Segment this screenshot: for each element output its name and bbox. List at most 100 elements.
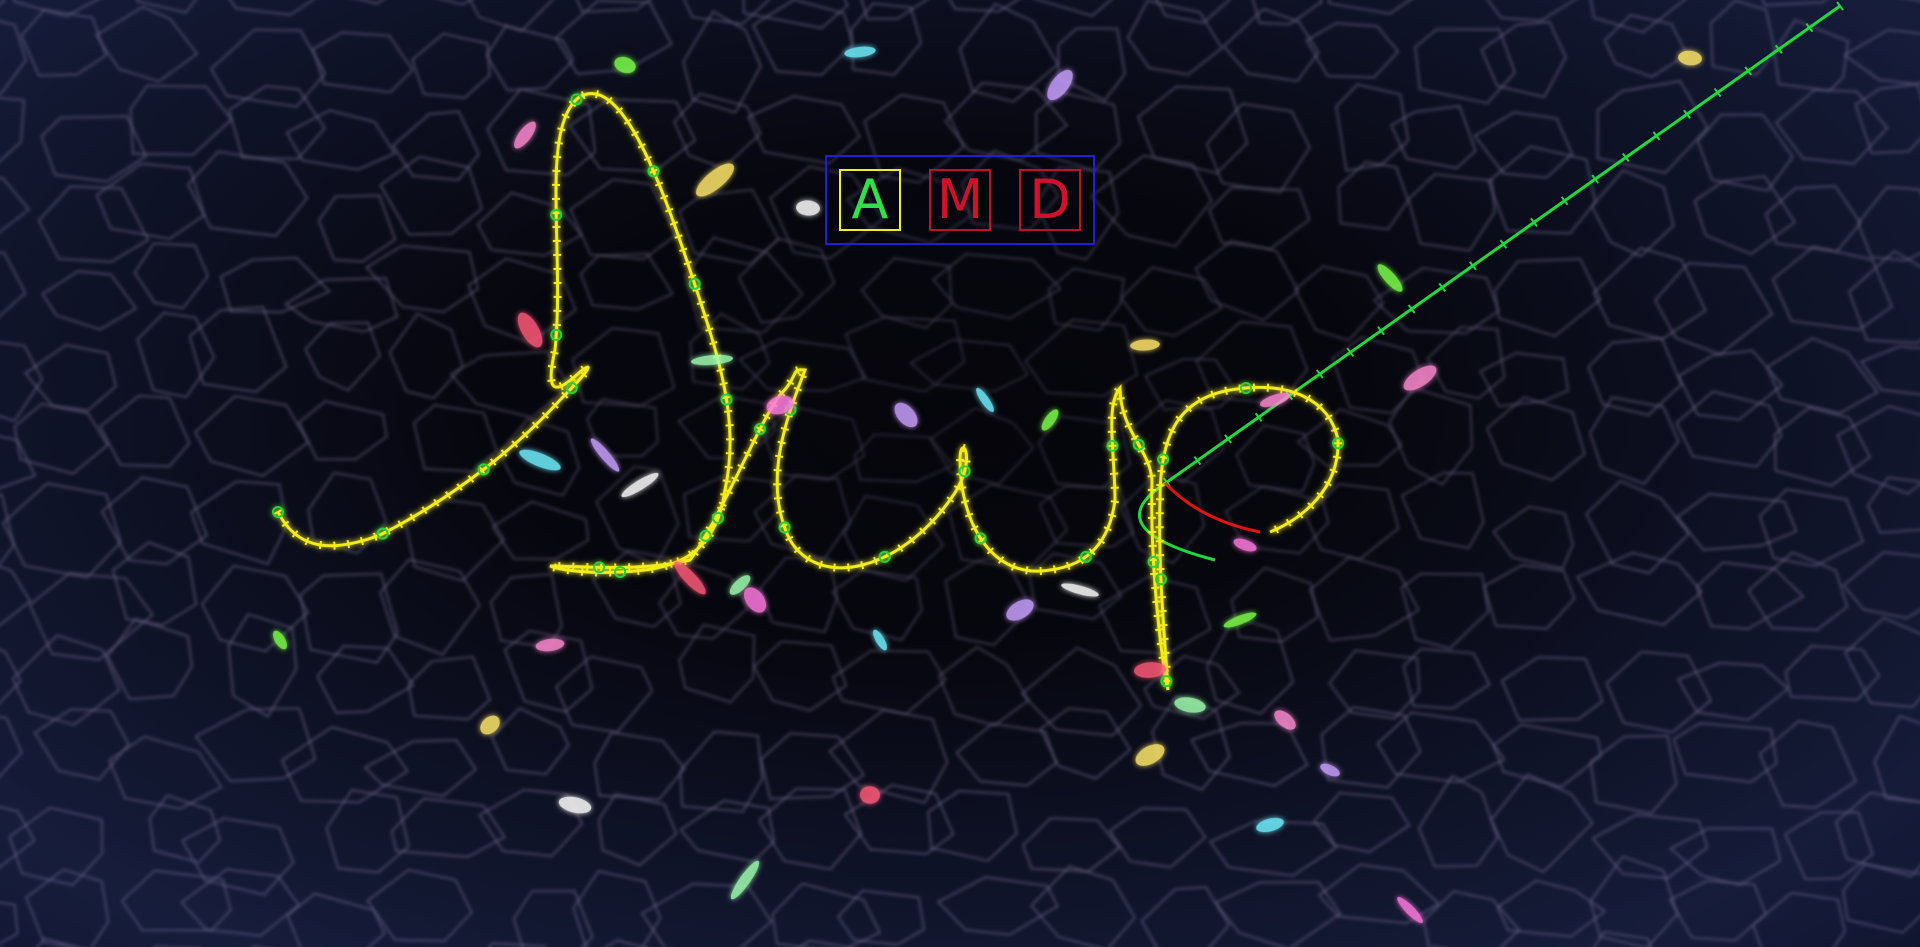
particle	[272, 630, 288, 650]
stroke-tick	[958, 486, 967, 490]
stroke-tick	[566, 566, 570, 575]
stroke-tick	[551, 401, 559, 409]
stroke-node[interactable]	[878, 550, 891, 563]
stroke-node[interactable]	[550, 208, 563, 221]
stroke-node[interactable]	[1332, 437, 1345, 450]
stroke-tick	[521, 431, 529, 439]
stroke-node[interactable]	[974, 532, 987, 545]
stroke-node[interactable]	[614, 565, 627, 578]
stroke-node[interactable]	[550, 328, 563, 341]
gesture-tick	[1591, 174, 1599, 184]
stroke-node[interactable]	[272, 506, 284, 518]
stroke-tick	[756, 426, 765, 432]
stroke-tick	[775, 454, 784, 458]
stroke-tick	[665, 207, 674, 213]
stroke-tick	[696, 300, 706, 306]
stroke-tick	[579, 371, 588, 378]
gesture-tick	[1713, 87, 1722, 98]
particle	[1135, 744, 1165, 766]
stroke-node[interactable]	[1239, 382, 1252, 395]
stroke-tick	[1155, 628, 1164, 632]
stroke-node[interactable]	[1157, 453, 1170, 466]
stroke-node[interactable]	[1147, 555, 1160, 568]
stroke-node[interactable]	[593, 561, 606, 574]
particle	[691, 354, 733, 366]
stroke-tick	[970, 525, 979, 531]
stroke-node[interactable]	[477, 463, 490, 476]
particle	[730, 860, 760, 900]
particle	[976, 387, 994, 413]
stroke-tick	[553, 155, 562, 159]
stroke-tick	[773, 496, 783, 500]
stroke-node[interactable]	[647, 165, 660, 178]
stroke-node[interactable]	[688, 277, 701, 290]
mode-button-a[interactable]: A	[839, 169, 901, 231]
stroke-tick	[731, 476, 740, 482]
gesture-tick	[1622, 152, 1630, 163]
stroke-tick	[511, 440, 519, 448]
gesture-tick	[1836, 1, 1844, 11]
stroke-tick	[580, 365, 587, 374]
stroke-tick	[291, 530, 299, 538]
stroke-tick	[687, 550, 695, 559]
stroke-node[interactable]	[565, 381, 578, 394]
stroke-tick	[1065, 561, 1071, 571]
stroke-tick	[743, 451, 752, 457]
gesture-tick	[1254, 412, 1263, 422]
stroke-tick	[1147, 474, 1156, 478]
stroke-tick	[778, 389, 786, 397]
stroke-tick	[724, 489, 733, 495]
stroke-node[interactable]	[1079, 550, 1092, 563]
stroke-node[interactable]	[778, 521, 791, 534]
stroke-tick	[372, 532, 378, 541]
stroke-node[interactable]	[1132, 438, 1145, 451]
gesture-tick	[1193, 455, 1202, 466]
stroke-tick	[1197, 396, 1203, 405]
stroke-tick	[346, 540, 351, 549]
stroke-tick	[1109, 458, 1118, 462]
stroke-tick	[467, 475, 475, 483]
stroke-tick	[716, 368, 725, 372]
stroke-tick	[1162, 441, 1171, 447]
gesture-tick	[1316, 369, 1324, 379]
stroke-tick	[897, 544, 904, 553]
stroke-tick	[281, 520, 290, 528]
stroke-node[interactable]	[958, 465, 971, 478]
stroke-node[interactable]	[570, 93, 583, 106]
particle	[1403, 365, 1437, 391]
stroke-tick	[1273, 525, 1279, 534]
stroke-tick	[594, 90, 599, 99]
mode-button-m[interactable]: M	[929, 169, 991, 231]
stroke-tick	[1161, 651, 1170, 655]
stroke-node[interactable]	[699, 529, 712, 542]
stroke-node[interactable]	[720, 393, 733, 406]
stroke-tick	[818, 560, 823, 569]
stroke-tick	[1185, 404, 1192, 413]
stroke-tick	[641, 562, 645, 571]
gesture-highlight	[1163, 481, 1261, 534]
stroke-tick	[623, 118, 632, 125]
particle	[517, 312, 543, 348]
stroke-tick	[1163, 679, 1172, 683]
stroke-tick	[663, 561, 668, 571]
stroke-node[interactable]	[1154, 573, 1167, 586]
stroke-node[interactable]	[376, 527, 389, 540]
particle	[1320, 763, 1340, 777]
stroke-node[interactable]	[754, 422, 767, 435]
gesture-tick	[1652, 131, 1661, 141]
stroke-tick	[1150, 572, 1159, 576]
stroke-tick	[908, 536, 916, 544]
stroke-node[interactable]	[712, 512, 725, 525]
stroke-tick	[636, 566, 640, 575]
stroke-tick	[1116, 396, 1125, 401]
stroke-tick	[1159, 455, 1168, 460]
stroke-tick	[550, 350, 559, 355]
stroke-node[interactable]	[1160, 675, 1173, 688]
stroke-tick	[725, 424, 734, 427]
stroke-node[interactable]	[1106, 439, 1119, 452]
mode-button-d[interactable]: D	[1019, 169, 1081, 231]
stroke-tick	[1143, 460, 1152, 465]
gesture-tick	[1438, 282, 1446, 292]
